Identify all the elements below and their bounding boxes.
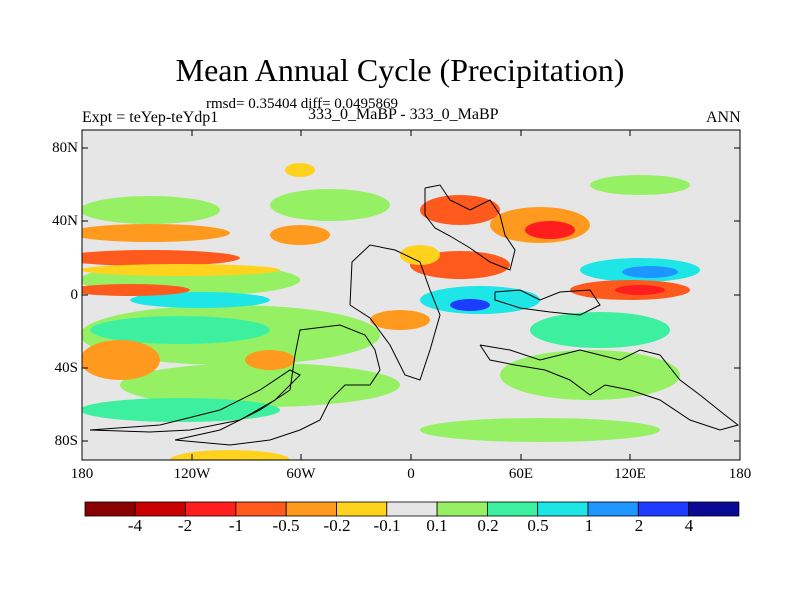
colorbar-swatch <box>587 501 639 517</box>
x-tick-label: 120E <box>614 466 646 482</box>
y-tick-label: 40N <box>52 213 78 229</box>
colorbar-label: -1 <box>228 516 244 535</box>
y-tick-label: 80N <box>52 140 78 156</box>
continent-north <box>424 184 516 271</box>
colorbar-swatch <box>486 501 539 517</box>
colorbar-swatch <box>235 501 287 517</box>
colorbar-label: 0.2 <box>477 516 499 535</box>
continent-east <box>479 344 740 431</box>
colorbar-swatch <box>688 501 740 517</box>
season-label: ANN <box>706 109 741 126</box>
map-field <box>82 130 740 460</box>
colorbar-swatch <box>637 501 689 517</box>
colorbar-label: 4 <box>684 516 694 535</box>
x-tick-label: 180 <box>70 466 94 482</box>
stats-line: rmsd= 0.35404 diff= 0.0495869 <box>206 96 399 112</box>
x-tick-label: 60E <box>508 466 534 482</box>
colorbar-swatch <box>537 501 589 517</box>
continent-australia <box>494 289 601 316</box>
x-tick-label: 180 <box>728 466 752 482</box>
experiment-label: Expt = teYep-teYdp1 <box>82 109 219 126</box>
colorbar-swatch <box>436 501 488 517</box>
colorbar-label: -0.1 <box>373 516 401 535</box>
colorbar-swatch <box>285 501 337 517</box>
continent-africa <box>349 244 441 381</box>
continent-south <box>89 369 301 433</box>
colorbar-label: 0.1 <box>426 516 448 535</box>
colorbar-label: 2 <box>634 516 644 535</box>
colorbar-label: -0.5 <box>272 516 300 535</box>
colorbar-label: -4 <box>127 516 143 535</box>
y-tick-label: 0 <box>70 287 79 303</box>
colorbar-label: 1 <box>584 516 594 535</box>
continent-outlines <box>89 184 740 446</box>
colorbar-swatch <box>185 501 237 517</box>
colorbar-swatch <box>336 501 388 517</box>
colorbar-swatch <box>84 501 136 517</box>
continent-west <box>174 324 381 446</box>
x-tick-label: 0 <box>407 466 415 482</box>
colorbar-label: -0.2 <box>323 516 351 535</box>
plot-title: Mean Annual Cycle (Precipitation) <box>175 52 625 88</box>
x-tick-label: 60W <box>286 466 316 482</box>
y-tick-label: 40S <box>54 360 78 376</box>
colorbar-label: -2 <box>177 516 193 535</box>
colorbar-swatch <box>386 501 438 517</box>
axis-ticks <box>82 130 740 460</box>
colorbar-swatch <box>134 501 187 517</box>
colorbar-label: 0.5 <box>527 516 549 535</box>
x-tick-label: 120W <box>173 466 211 482</box>
comparison-label: 333_0_MaBP - 333_0_MaBP <box>308 106 499 123</box>
y-tick-label: 80S <box>54 433 78 449</box>
colorbar <box>84 501 740 517</box>
